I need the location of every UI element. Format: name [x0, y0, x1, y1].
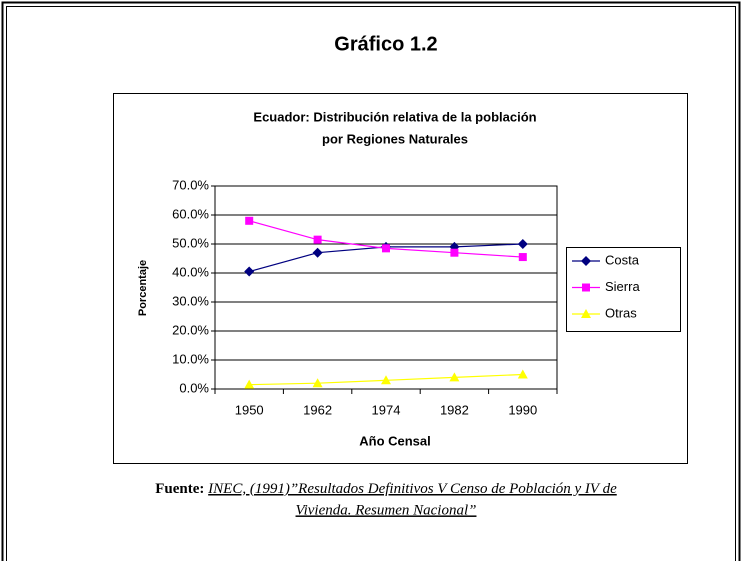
legend-label: Sierra	[605, 279, 640, 294]
plot-area	[214, 185, 558, 390]
x-axis-label: Año Censal	[359, 433, 431, 448]
x-tick-label: 1990	[508, 402, 537, 417]
x-tick-label: 1982	[440, 402, 469, 417]
y-tick-label: 10.0%	[172, 351, 209, 366]
marker	[517, 369, 528, 379]
marker	[244, 266, 255, 277]
legend-label: Costa	[605, 252, 640, 267]
marker	[381, 375, 391, 385]
y-tick-label: 60.0%	[172, 206, 209, 221]
chart-title: por Regiones Naturales	[322, 131, 468, 146]
y-tick-label: 30.0%	[172, 293, 209, 308]
source-text: INEC, (1991)”Resultados Definitivos V Ce…	[207, 481, 617, 497]
source-label: Fuente:	[155, 481, 204, 497]
source: Fuente: INEC, (1991)”Resultados Definiti…	[155, 481, 617, 497]
x-tick-label: 1950	[235, 402, 264, 417]
legend-marker	[581, 309, 591, 318]
y-tick-label: 70.0%	[172, 177, 209, 192]
y-tick-label: 50.0%	[172, 235, 209, 250]
source-text: Vivienda. Resumen Nacional”	[296, 502, 477, 518]
marker	[312, 247, 323, 258]
marker	[244, 379, 255, 389]
heading: Gráfico 1.2	[334, 33, 437, 55]
chart-title: Ecuador: Distribución relativa de la pob…	[253, 109, 536, 124]
x-tick-label: 1962	[303, 402, 332, 417]
legend-label: Otras	[605, 305, 637, 320]
y-tick-label: 40.0%	[172, 264, 209, 279]
marker	[518, 253, 527, 262]
x-tick-label: 1974	[372, 402, 401, 417]
frame-inner	[6, 6, 736, 561]
marker	[449, 372, 460, 382]
y-axis-label: Porcentaje	[137, 260, 149, 316]
marker	[382, 244, 390, 253]
y-tick-label: 0.0%	[179, 380, 209, 395]
y-tick-label: 20.0%	[172, 322, 209, 337]
marker	[450, 248, 459, 257]
marker	[245, 216, 254, 225]
marker	[312, 378, 323, 388]
marker	[313, 235, 322, 244]
marker	[517, 239, 528, 249]
legend-marker	[582, 283, 590, 292]
legend-marker	[581, 256, 591, 266]
